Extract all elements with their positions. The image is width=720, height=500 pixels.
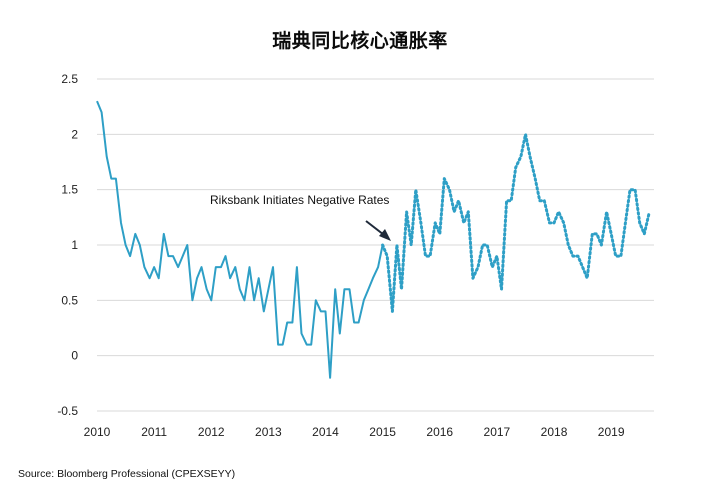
y-tick-label: 2.5	[61, 72, 78, 86]
annotation-label: Riksbank Initiates Negative Rates	[210, 193, 389, 207]
x-axis-ticks: 2010 2011 2012 2013 2014 2015 2016 2017 2018 2019	[84, 425, 625, 439]
x-tick-label: 2018	[541, 425, 568, 439]
series-lines	[96, 100, 651, 379]
y-tick-label: 0.5	[61, 293, 78, 307]
x-tick-label: 2010	[84, 425, 111, 439]
source-note: Source: Bloomberg Professional (CPEXSEYY…	[18, 468, 236, 480]
y-tick-label: 1	[71, 238, 78, 252]
annotation-group: Riksbank Initiates Negative Rates	[210, 193, 391, 241]
x-tick-label: 2011	[141, 425, 167, 439]
x-tick-label: 2013	[255, 425, 282, 439]
y-tick-label: 1.5	[61, 183, 78, 197]
y-tick-label: 0	[71, 349, 78, 363]
x-tick-label: 2012	[198, 425, 225, 439]
x-tick-label: 2019	[598, 425, 625, 439]
grid-lines	[97, 78, 654, 412]
x-tick-label: 2016	[426, 425, 453, 439]
x-tick-label: 2014	[312, 425, 339, 439]
series-line-dotted	[381, 132, 651, 313]
y-tick-label: 2	[71, 127, 78, 141]
y-tick-label: -0.5	[57, 404, 78, 418]
x-tick-label: 2017	[484, 425, 511, 439]
y-axis-ticks: 2.5 2 1.5 1 0.5 0 -0.5	[57, 72, 78, 418]
series-line-solid	[96, 100, 384, 379]
chart-title: 瑞典同比核心通胀率	[272, 31, 448, 52]
annotation-arrowhead	[379, 229, 391, 241]
x-tick-label: 2015	[369, 425, 396, 439]
